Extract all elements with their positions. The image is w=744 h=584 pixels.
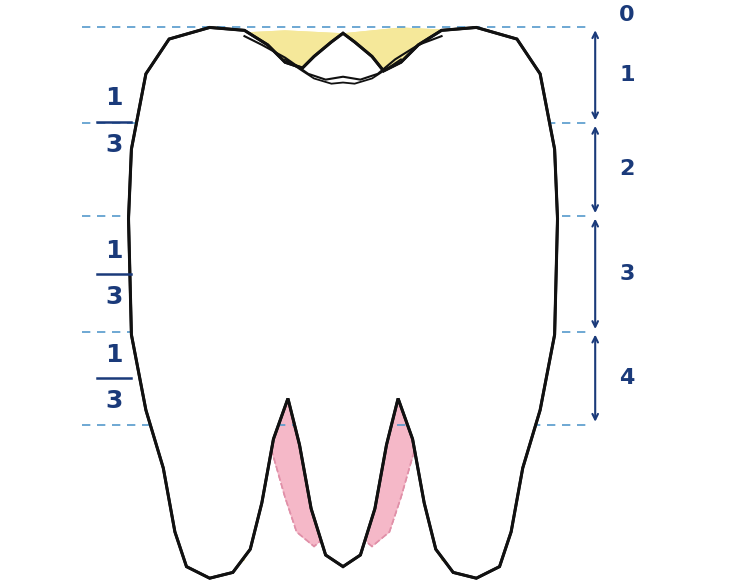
Polygon shape	[239, 204, 447, 546]
Text: 1: 1	[105, 86, 123, 110]
Polygon shape	[152, 27, 534, 566]
Text: 3: 3	[106, 285, 123, 309]
Polygon shape	[152, 27, 534, 566]
Text: 1: 1	[105, 239, 123, 263]
Text: 3: 3	[106, 390, 123, 413]
Text: 3: 3	[106, 133, 123, 157]
Text: 1: 1	[619, 65, 635, 85]
Text: 3: 3	[620, 264, 635, 284]
Polygon shape	[129, 27, 557, 578]
Text: 0: 0	[619, 5, 635, 25]
Text: 1: 1	[105, 343, 123, 367]
Text: 2: 2	[620, 159, 635, 179]
Text: 4: 4	[620, 368, 635, 388]
Polygon shape	[239, 204, 447, 546]
